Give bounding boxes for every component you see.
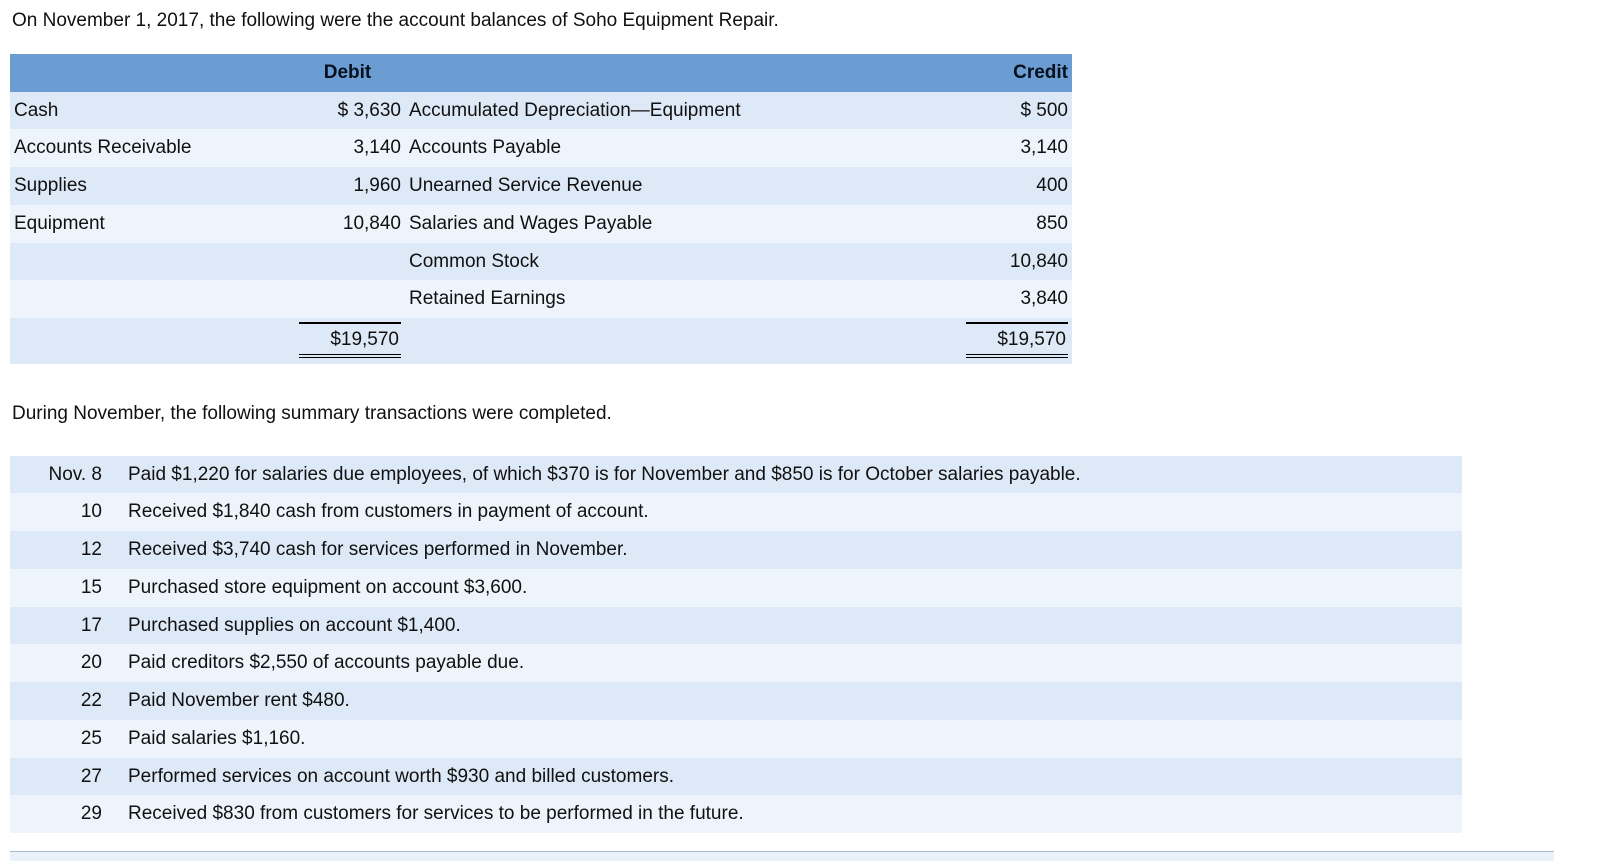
transaction-description: Received $1,840 cash from customers in p… (128, 501, 649, 523)
balance-row: Equipment 10,840 Salaries and Wages Paya… (10, 204, 1072, 243)
credit-amount-cell: 850 (1036, 212, 1068, 234)
credit-header: Credit (1013, 61, 1068, 83)
header-spacer (10, 54, 290, 92)
transaction-description: Paid November rent $480. (128, 690, 350, 711)
debit-amount-cell: 3,140 (353, 137, 401, 159)
debit-account-cell: Cash (14, 99, 59, 121)
transaction-row: 25 Paid salaries $1,160. (10, 719, 1462, 758)
transaction-row: 20 Paid creditors $2,550 of accounts pay… (10, 644, 1462, 682)
credit-total: $19,570 (966, 322, 1068, 358)
debit-header: Debit (323, 61, 372, 83)
transaction-description: Purchased supplies on account $1,400. (128, 614, 461, 636)
credit-account-cell: Common Stock (409, 250, 539, 272)
debit-amount-cell: 10,840 (342, 212, 401, 234)
transaction-description: Performed services on account worth $930… (128, 765, 674, 787)
transaction-row: 22 Paid November rent $480. (10, 682, 1462, 720)
transaction-date: 20 (80, 652, 102, 674)
debit-account-cell (10, 280, 290, 318)
credit-amount-cell: 3,840 (1020, 288, 1068, 310)
transaction-description: Received $3,740 cash for services perfor… (128, 539, 628, 560)
next-table-partial-edge (10, 851, 1554, 861)
debit-amount-cell (290, 243, 405, 281)
debit-account-cell: Supplies (14, 175, 87, 196)
debit-amount-cell: $ 3,630 (337, 99, 401, 121)
transaction-row: 12 Received $3,740 cash for services per… (10, 531, 1462, 569)
credit-account-cell: Retained Earnings (409, 288, 566, 310)
balance-row: Retained Earnings 3,840 (10, 280, 1072, 318)
transaction-date: 10 (80, 501, 102, 523)
header-spacer (405, 54, 850, 92)
balance-row: Cash $ 3,630 Accumulated Depreciation—Eq… (10, 91, 1072, 130)
totals-spacer (10, 318, 290, 364)
transaction-date: 27 (80, 765, 102, 787)
credit-account-cell: Salaries and Wages Payable (409, 212, 653, 234)
transaction-date: 12 (80, 539, 102, 560)
balance-row: Common Stock 10,840 (10, 242, 1072, 281)
transaction-description: Paid $1,220 for salaries due employees, … (128, 463, 1081, 485)
transaction-row: 27 Performed services on account worth $… (10, 757, 1462, 796)
debit-amount-cell (290, 280, 405, 318)
transaction-row: Nov. 8 Paid $1,220 for salaries due empl… (10, 455, 1462, 494)
debit-amount-cell: 1,960 (353, 175, 401, 196)
debit-account-cell: Equipment (14, 212, 105, 234)
balance-row: Supplies 1,960 Unearned Service Revenue … (10, 167, 1072, 205)
transaction-description: Purchased store equipment on account $3,… (128, 576, 528, 598)
credit-amount-cell: 400 (1036, 175, 1068, 196)
transactions-intro: During November, the following summary t… (12, 402, 612, 424)
credit-amount-cell: $ 500 (1020, 99, 1068, 121)
transaction-row: 17 Purchased supplies on account $1,400. (10, 606, 1462, 645)
credit-amount-cell: 10,840 (1009, 250, 1068, 272)
balances-totals-row: $19,570 $19,570 (10, 318, 1072, 364)
credit-amount-cell: 3,140 (1020, 137, 1068, 159)
debit-total-cell: $19,570 (290, 318, 405, 364)
balances-header-row: Debit Credit (10, 53, 1072, 92)
debit-account-cell (10, 243, 290, 281)
transaction-row: 29 Received $830 from customers for serv… (10, 795, 1462, 833)
transaction-description: Paid salaries $1,160. (128, 727, 306, 749)
transaction-date: Nov. 8 (48, 463, 102, 485)
credit-account-cell: Accounts Payable (409, 137, 562, 159)
transaction-row: 15 Purchased store equipment on account … (10, 568, 1462, 607)
transactions-list: Nov. 8 Paid $1,220 for salaries due empl… (10, 455, 1462, 833)
totals-spacer (405, 318, 850, 364)
transaction-row: 10 Received $1,840 cash from customers i… (10, 493, 1462, 531)
debit-account-cell: Accounts Receivable (14, 137, 192, 159)
transaction-date: 17 (80, 614, 102, 636)
credit-account-cell: Unearned Service Revenue (409, 175, 643, 196)
credit-account-cell: Accumulated Depreciation—Equipment (409, 99, 741, 121)
transaction-date: 22 (80, 690, 102, 711)
transaction-date: 25 (80, 727, 102, 749)
transaction-description: Paid creditors $2,550 of accounts payabl… (128, 652, 525, 674)
transaction-date: 29 (80, 803, 102, 825)
transaction-date: 15 (80, 576, 102, 598)
credit-total-cell: $19,570 (850, 318, 1072, 364)
transaction-description: Received $830 from customers for service… (128, 803, 744, 825)
balances-table: Debit Credit Cash $ 3,630 Accumulated De… (10, 53, 1072, 364)
debit-total: $19,570 (299, 322, 401, 358)
balance-row: Accounts Receivable 3,140 Accounts Payab… (10, 129, 1072, 167)
intro-text: On November 1, 2017, the following were … (12, 10, 779, 31)
